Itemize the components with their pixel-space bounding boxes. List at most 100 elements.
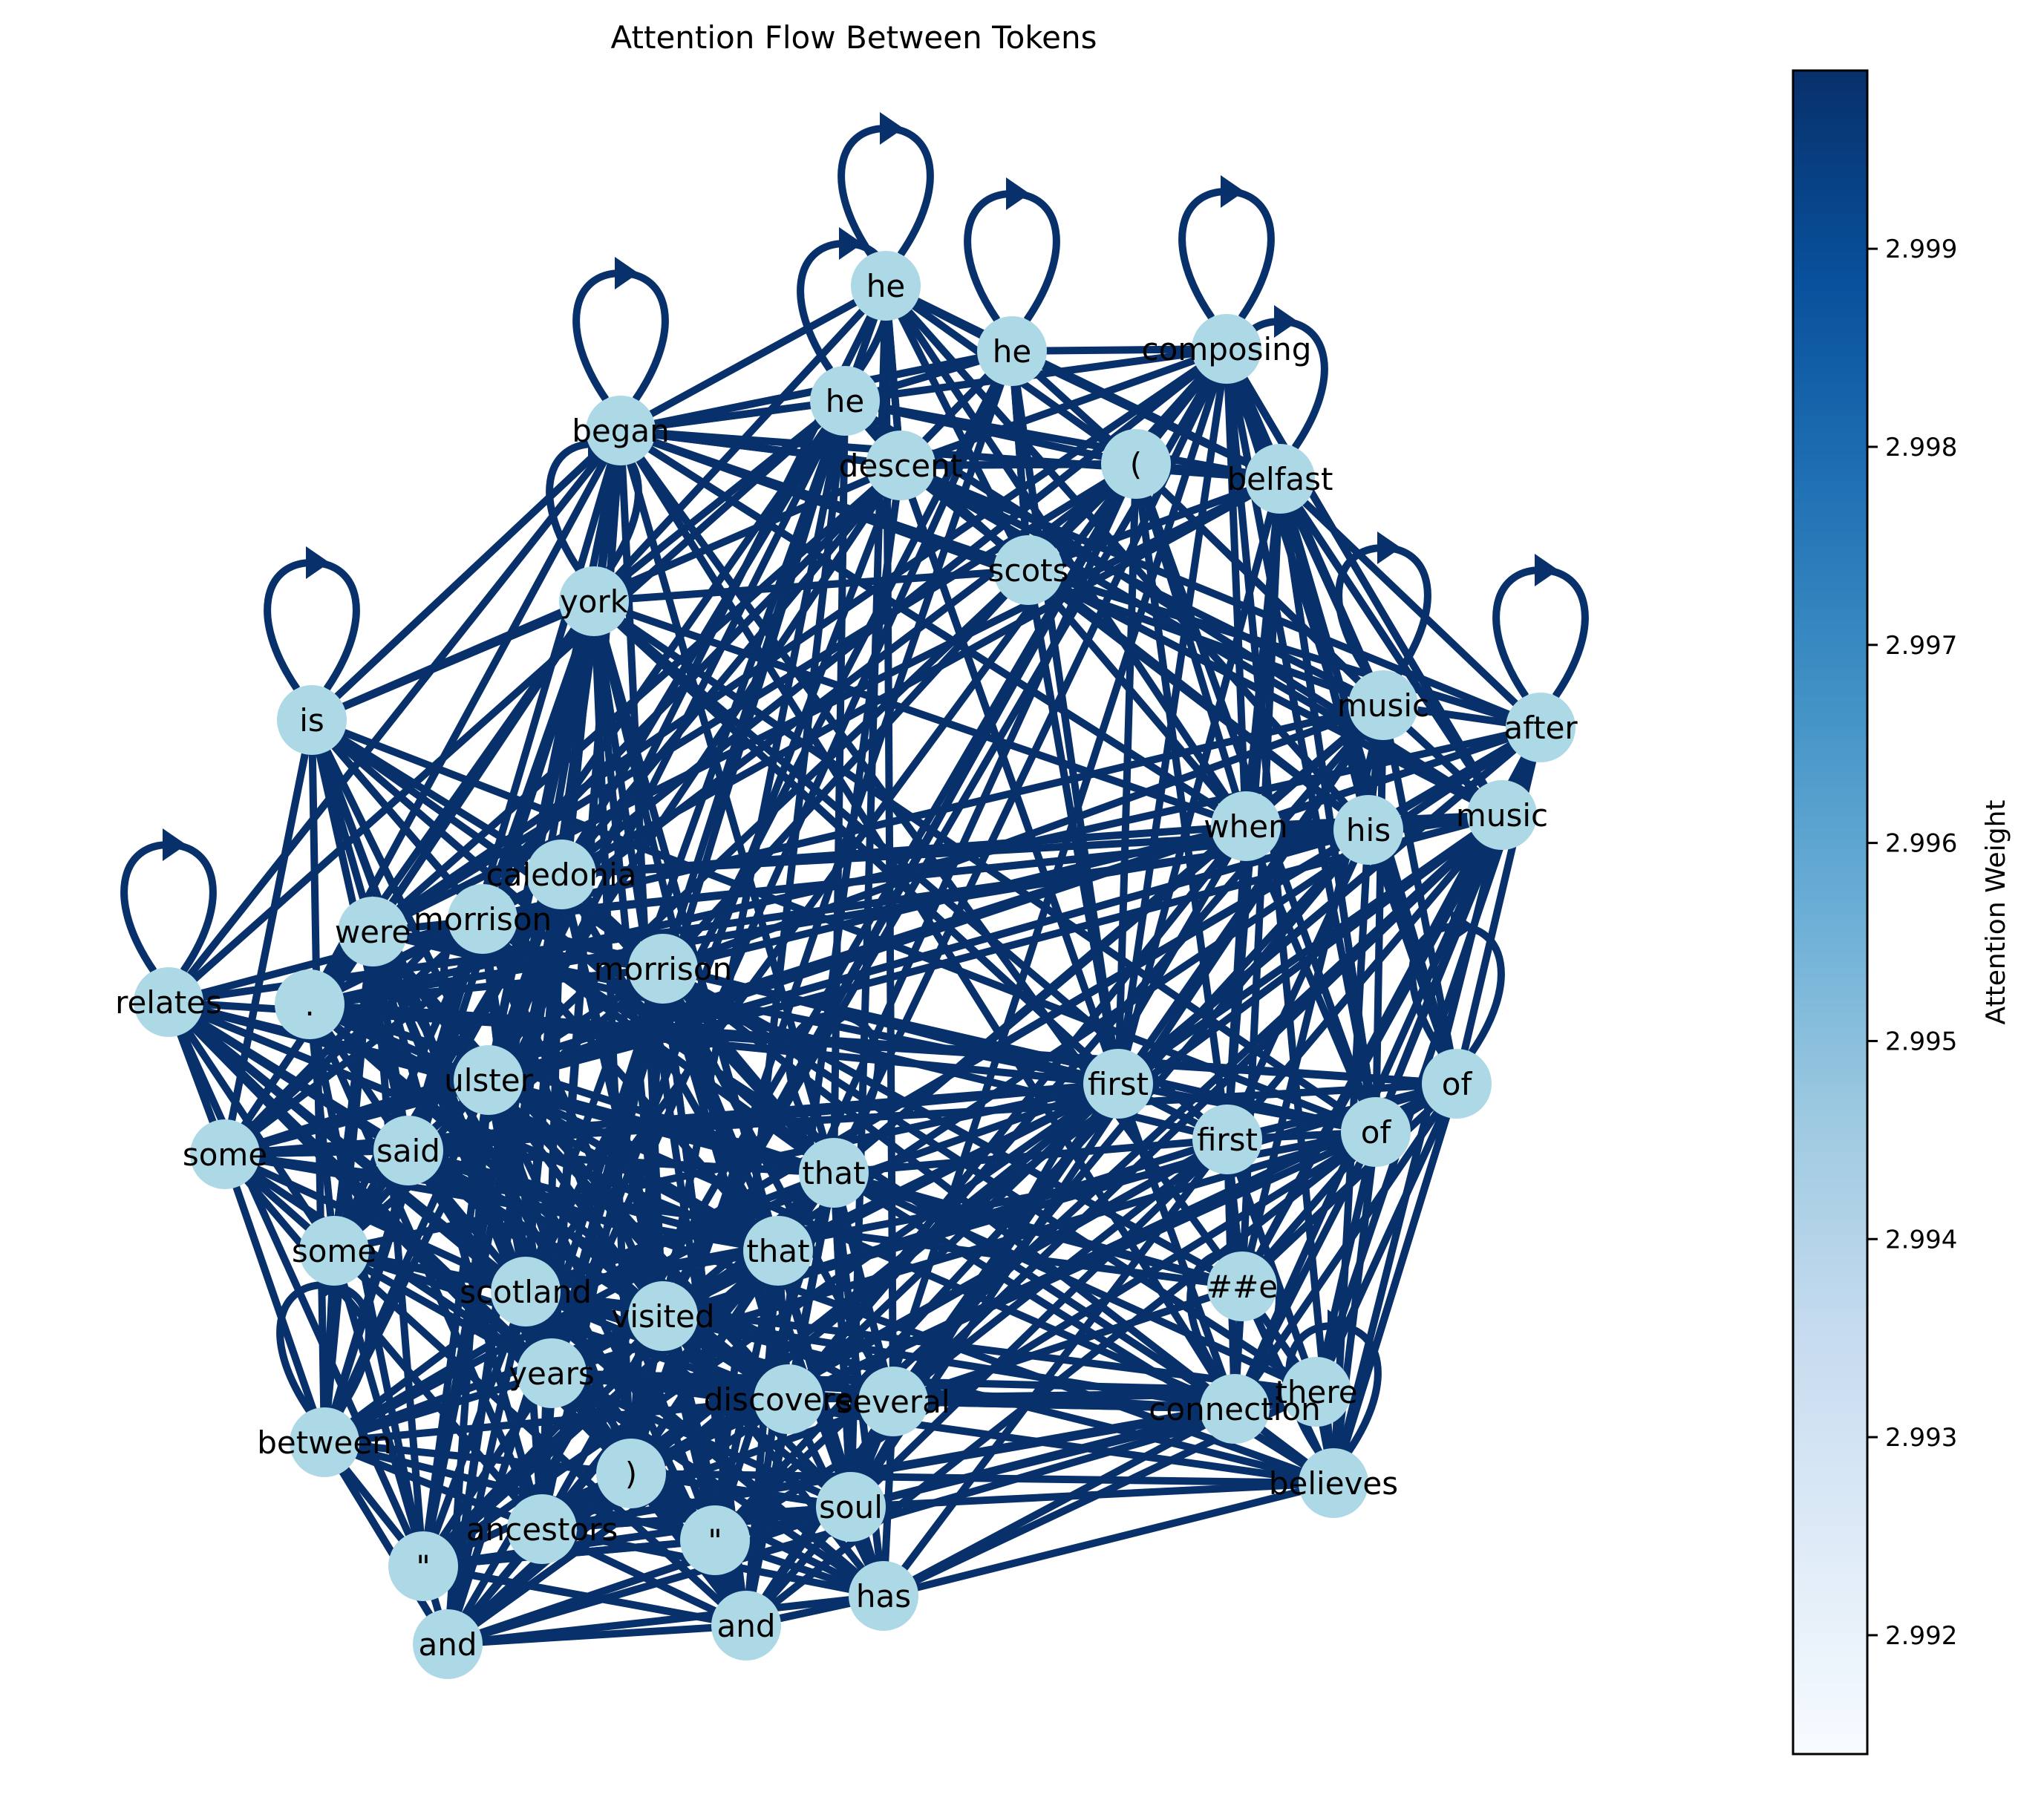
- token-node: [373, 1116, 443, 1185]
- attention-edge: [197, 1011, 750, 1242]
- attention-edge: [1245, 509, 1281, 796]
- attention-edge: [582, 1374, 1303, 1482]
- attention-edge: [385, 958, 734, 1599]
- token-label: there: [1275, 1374, 1357, 1410]
- token-label: some: [292, 1233, 376, 1269]
- token-label: after: [1503, 710, 1578, 746]
- attention-edge: [1246, 837, 1483, 1117]
- token-node: [1333, 795, 1403, 865]
- self-loop-edge: [1178, 187, 1275, 320]
- token-label: visited: [611, 1298, 714, 1335]
- token-label: morrison: [594, 951, 732, 987]
- self-loop-edge: [120, 840, 217, 973]
- token-node: [1083, 1049, 1153, 1119]
- attention-edge: [533, 430, 837, 1263]
- token-label: and: [418, 1626, 477, 1663]
- attention-edge: [580, 488, 882, 851]
- token-label: that: [802, 1155, 865, 1191]
- token-label: york: [560, 583, 629, 620]
- attention-edge: [322, 1281, 336, 1412]
- token-label: ancestors: [466, 1511, 618, 1548]
- attention-edge: [1290, 506, 1373, 678]
- self-loop-arrowhead: [880, 112, 904, 145]
- token-node: [743, 1216, 813, 1286]
- attention-edge: [1126, 1113, 1227, 1380]
- self-loop-arrowhead: [306, 546, 330, 579]
- self-loop-arrowhead: [1451, 910, 1475, 943]
- token-label: that: [746, 1233, 809, 1269]
- token-label: has: [856, 1578, 911, 1614]
- token-label: of: [1442, 1066, 1473, 1102]
- attention-edge: [832, 1203, 853, 1476]
- colorbar-tick-label: 2.993: [1885, 1423, 1957, 1453]
- attention-edge: [924, 1398, 1204, 1412]
- token-label: he: [826, 383, 864, 419]
- attention-edge: [881, 1413, 1205, 1502]
- token-node: [1192, 314, 1261, 384]
- attention-edge: [313, 1035, 420, 1536]
- attention-edge: [723, 1569, 738, 1597]
- token-node: [851, 251, 921, 321]
- attention-edge: [912, 298, 985, 339]
- token-node: [507, 1494, 577, 1564]
- token-node: [711, 1591, 781, 1661]
- token-label: believes: [1269, 1465, 1398, 1502]
- attention-edge: [687, 986, 1211, 1392]
- token-node: [190, 1119, 260, 1189]
- attention-edge: [858, 378, 1220, 1478]
- token-label: scots: [987, 552, 1068, 589]
- token-label: ): [625, 1456, 637, 1492]
- attention-edge: [252, 1165, 498, 1281]
- attention-edge: [1372, 736, 1387, 1102]
- attention-edge: [378, 961, 537, 1499]
- attention-edge: [472, 1416, 764, 1628]
- attention-edge: [1224, 379, 1249, 796]
- attention-edge: [599, 631, 773, 1221]
- attention-edge: [651, 402, 814, 430]
- self-loop-edge: [572, 269, 669, 402]
- token-node: [628, 1281, 698, 1351]
- attention-edge: [1295, 504, 1487, 790]
- attention-edge: [872, 1159, 1207, 1487]
- token-node: [993, 535, 1063, 605]
- attention-edge: [663, 999, 746, 1595]
- attention-edge: [1052, 587, 1345, 813]
- attention-edge: [454, 430, 838, 1615]
- token-label: morrison: [414, 901, 552, 938]
- attention-edge: [676, 375, 1213, 1290]
- token-node: [299, 1216, 369, 1286]
- token-node: [275, 969, 345, 1039]
- token-node: [849, 1561, 918, 1631]
- attention-edge: [1319, 1422, 1331, 1453]
- token-node: [977, 316, 1047, 386]
- token-label: first: [1197, 1122, 1258, 1158]
- attention-edge: [646, 445, 1221, 811]
- attention-edge: [875, 403, 1250, 477]
- token-label: of: [1361, 1114, 1392, 1151]
- token-label: connection: [1149, 1391, 1320, 1427]
- attention-edge: [478, 1623, 716, 1646]
- token-label: and: [716, 1608, 775, 1644]
- token-label: scotland: [460, 1274, 592, 1310]
- attention-edge: [426, 905, 558, 1536]
- token-label: is: [299, 702, 324, 739]
- token-label: first: [1088, 1066, 1149, 1102]
- colorbar: 2.992 2.993 2.994 2.995 2.996 2.997 2.998 2.999…: [1792, 69, 2011, 1756]
- self-loop-arrowhead: [1377, 531, 1401, 564]
- token-node: [526, 840, 596, 909]
- attention-edge: [491, 948, 738, 1597]
- attention-edge: [232, 1183, 317, 1413]
- colorbar-tick-label: 2.999: [1885, 235, 1957, 264]
- attention-edge: [1258, 1426, 1310, 1466]
- token-node: [388, 1531, 458, 1601]
- attention-edge: [244, 1177, 523, 1507]
- attention-edge: [1339, 1113, 1451, 1454]
- token-node: [816, 1472, 886, 1542]
- attention-edge: [189, 1022, 694, 1520]
- attention-edge: [913, 1488, 1304, 1591]
- attention-edge: [776, 1599, 854, 1623]
- token-node: [596, 1439, 666, 1508]
- token-node: [866, 431, 936, 500]
- token-label: discovered: [704, 1381, 874, 1418]
- attention-edge: [348, 427, 831, 1225]
